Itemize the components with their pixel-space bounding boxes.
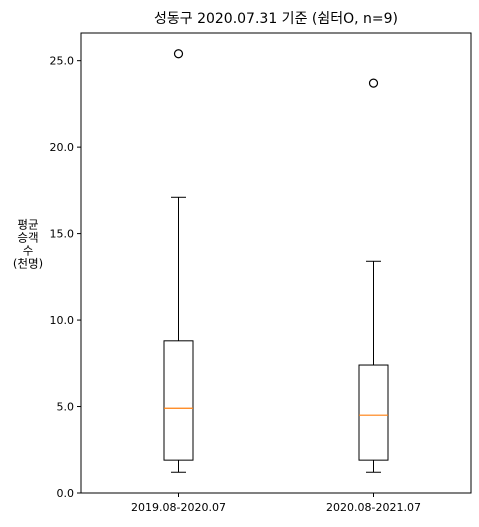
boxes-group <box>163 49 389 473</box>
y-tick-label: 10.0 <box>50 314 75 327</box>
outlier-point <box>368 78 379 88</box>
outlier-point <box>173 49 184 59</box>
x-tick-label: 2019.08-2020.07 <box>131 501 226 514</box>
box-1 <box>163 49 194 473</box>
y-tick-label: 0.0 <box>57 487 75 500</box>
y-axis-label-line: 평균 <box>17 218 38 232</box>
y-axis-label-line: 승객 <box>17 231 38 245</box>
y-axis-label-line: 수 <box>23 244 34 258</box>
box-2 <box>358 78 389 473</box>
x-axis: 2019.08-2020.07 2020.08-2021.07 <box>131 493 421 514</box>
y-axis: 0.0 5.0 10.0 15.0 20.0 25.0 <box>50 55 81 500</box>
iqr-box <box>358 364 389 461</box>
iqr-box <box>163 340 194 461</box>
y-tick-label: 15.0 <box>50 228 75 241</box>
x-tick-label: 2020.08-2021.07 <box>326 501 421 514</box>
y-axis-label-line: (천명) <box>13 257 43 271</box>
chart-title: 성동구 2020.07.31 기준 (쉼터O, n=9) <box>154 11 398 27</box>
y-tick-label: 25.0 <box>50 55 75 68</box>
y-tick-label: 20.0 <box>50 141 75 154</box>
plot-area-frame <box>80 32 472 494</box>
y-tick-label: 5.0 <box>57 401 75 414</box>
